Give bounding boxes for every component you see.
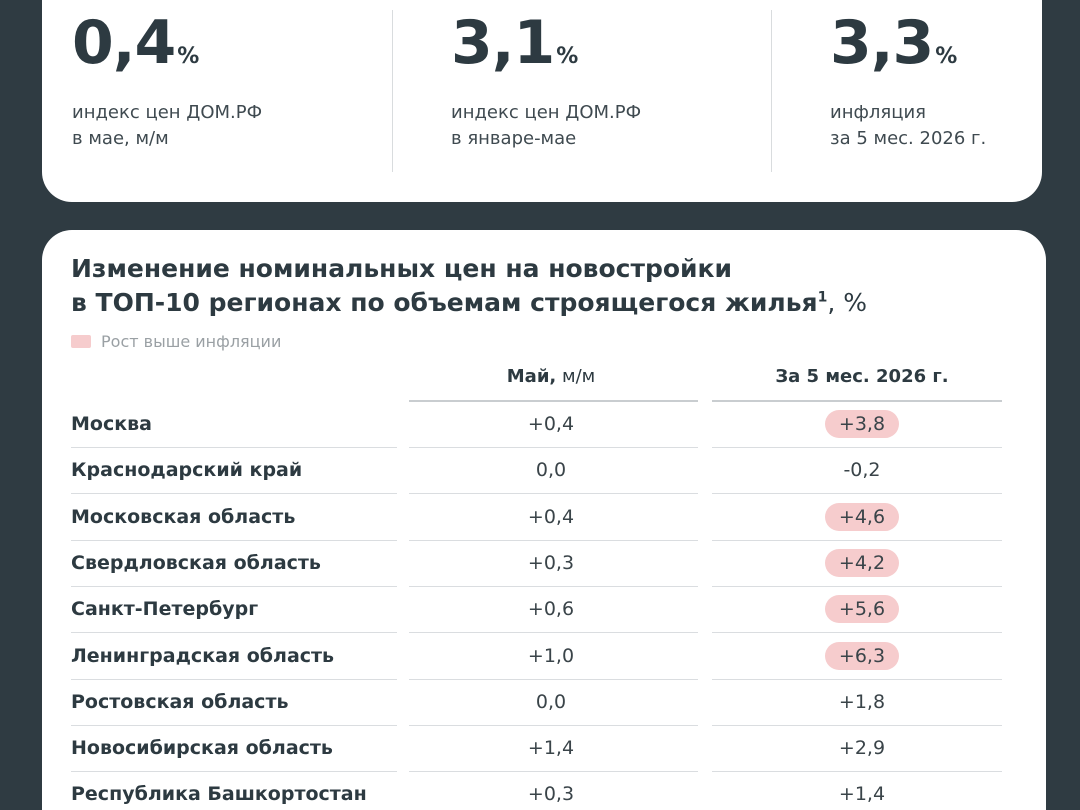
ytd-change: +1,4 <box>802 783 922 805</box>
table-row: Ростовская область 0,0 +1,8 <box>42 680 1046 726</box>
may-change: +1,0 <box>491 645 611 667</box>
divider <box>771 10 772 172</box>
region-name: Санкт-Петербург <box>71 598 258 620</box>
may-change: +0,3 <box>491 552 611 574</box>
region-name: Ростовская область <box>71 691 288 713</box>
region-name: Республика Башкортостан <box>71 783 367 805</box>
column-header-may: Май, м/м <box>491 366 611 387</box>
legend: Рост выше инфляции <box>71 332 281 351</box>
may-change: +1,4 <box>491 737 611 759</box>
region-name: Новосибирская область <box>71 737 333 759</box>
may-change: +0,4 <box>491 506 611 528</box>
table-row: Ленинградская область +1,0 +6,3 <box>42 634 1046 680</box>
table-row: Московская область +0,4 +4,6 <box>42 495 1046 541</box>
may-change: 0,0 <box>491 691 611 713</box>
ytd-value: +6,3 <box>825 642 899 670</box>
stat-description: индекс цен ДОМ.РФ в мае, м/м <box>72 100 262 152</box>
region-name: Краснодарский край <box>71 459 302 481</box>
region-name: Ленинградская область <box>71 645 334 667</box>
ytd-change: +2,9 <box>802 737 922 759</box>
divider <box>392 10 393 172</box>
table-row: Санкт-Петербург +0,6 +5,6 <box>42 587 1046 633</box>
ytd-change: +1,8 <box>802 691 922 713</box>
table-row: Москва +0,4 +3,8 <box>42 402 1046 448</box>
may-change: +0,6 <box>491 598 611 620</box>
ytd-value: -0,2 <box>843 459 880 481</box>
table-row: Свердловская область +0,3 +4,2 <box>42 541 1046 587</box>
legend-label: Рост выше инфляции <box>101 332 281 351</box>
table-row: Новосибирская область +1,4 +2,9 <box>42 726 1046 772</box>
ytd-value: +4,6 <box>825 503 899 531</box>
stat-value: 0,4% <box>72 8 198 78</box>
stats-card: 0,4% индекс цен ДОМ.РФ в мае, м/м 3,1% и… <box>42 0 1042 202</box>
table-row: Республика Башкортостан +0,3 +1,4 <box>42 772 1046 810</box>
ytd-change: +6,3 <box>802 645 922 667</box>
column-header-ytd: За 5 мес. 2026 г. <box>742 366 982 387</box>
price-table-card: Изменение номинальных цен на новостройки… <box>42 230 1046 810</box>
may-change: +0,4 <box>491 413 611 435</box>
ytd-value: +2,9 <box>839 737 885 759</box>
table-row: Краснодарский край 0,0 -0,2 <box>42 448 1046 494</box>
ytd-change: +3,8 <box>802 413 922 435</box>
ytd-value: +1,8 <box>839 691 885 713</box>
legend-swatch <box>71 335 91 348</box>
region-name: Москва <box>71 413 152 435</box>
region-name: Московская область <box>71 506 295 528</box>
ytd-change: +5,6 <box>802 598 922 620</box>
stat-description: индекс цен ДОМ.РФ в январе-мае <box>451 100 641 152</box>
ytd-change: +4,6 <box>802 506 922 528</box>
ytd-value: +1,4 <box>839 783 885 805</box>
stat-value: 3,3% <box>830 8 956 78</box>
may-change: 0,0 <box>491 459 611 481</box>
ytd-change: +4,2 <box>802 552 922 574</box>
may-change: +0,3 <box>491 783 611 805</box>
ytd-value: +4,2 <box>825 549 899 577</box>
stat-description: инфляция за 5 мес. 2026 г. <box>830 100 986 152</box>
ytd-value: +5,6 <box>825 595 899 623</box>
ytd-value: +3,8 <box>825 410 899 438</box>
region-name: Свердловская область <box>71 552 321 574</box>
stat-value: 3,1% <box>451 8 577 78</box>
ytd-change: -0,2 <box>802 459 922 481</box>
table-title: Изменение номинальных цен на новостройки… <box>71 252 867 320</box>
